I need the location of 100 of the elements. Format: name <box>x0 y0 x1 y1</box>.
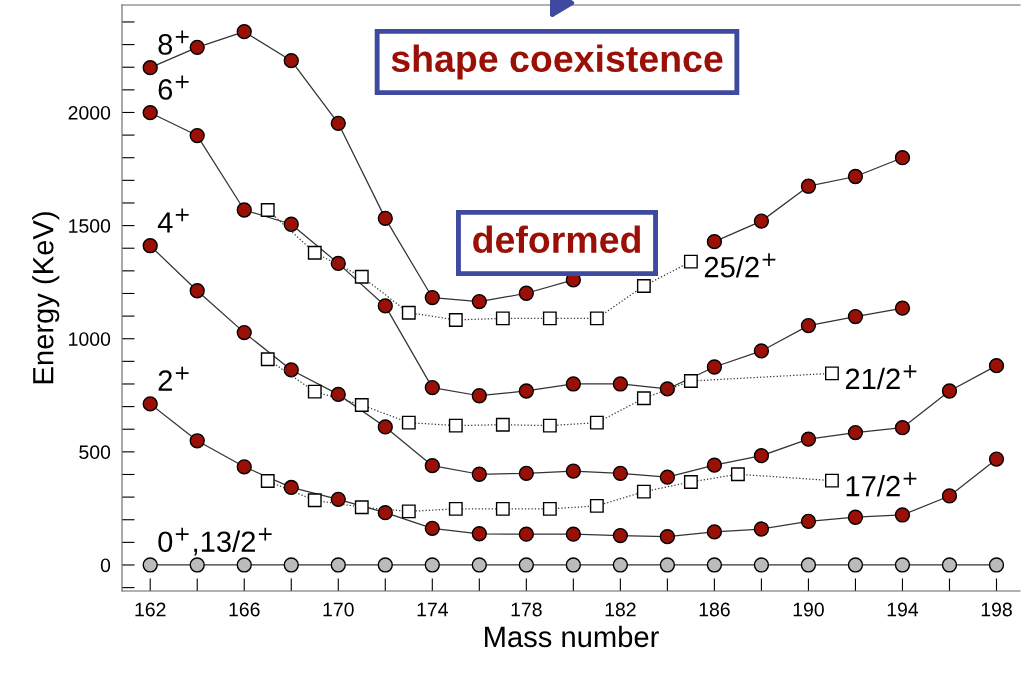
point <box>401 415 416 430</box>
point <box>189 557 205 573</box>
point <box>424 289 440 306</box>
x-tick-label: 198 <box>981 602 1012 617</box>
point <box>471 557 487 573</box>
point <box>800 431 817 447</box>
point <box>706 524 723 540</box>
point <box>448 418 463 433</box>
series-label: 0$^{+}$,13/2$^{+}$ <box>158 527 272 556</box>
point <box>307 493 322 508</box>
point <box>824 366 839 381</box>
point <box>542 501 557 516</box>
y-axis-title: Energy (KeV) <box>32 212 60 384</box>
point <box>659 469 676 485</box>
point <box>260 352 275 367</box>
point <box>636 279 651 293</box>
point <box>495 501 510 516</box>
point <box>518 383 534 399</box>
point <box>894 557 911 573</box>
x-tick-label: 170 <box>323 602 354 617</box>
point <box>518 285 534 301</box>
point <box>330 491 346 508</box>
point <box>636 484 651 499</box>
point <box>612 376 629 392</box>
point <box>847 557 864 573</box>
point <box>941 383 958 399</box>
point <box>847 168 864 185</box>
point <box>706 557 723 573</box>
point <box>612 527 629 544</box>
point <box>236 202 252 218</box>
point <box>424 379 440 396</box>
point <box>189 127 205 144</box>
x-tick-label: 174 <box>417 602 448 617</box>
point <box>894 300 911 316</box>
point <box>354 269 369 284</box>
point <box>448 313 463 327</box>
point <box>142 105 158 121</box>
point <box>894 150 911 166</box>
point <box>448 501 463 516</box>
series-label: 6$^{+}$ <box>158 75 189 100</box>
point <box>471 293 487 310</box>
point <box>495 311 510 326</box>
x-tick-label: 182 <box>605 602 636 617</box>
point <box>518 557 534 573</box>
series-label: 17/2$^{+}$ <box>846 472 917 497</box>
series-label: 2$^{+}$ <box>158 366 189 391</box>
annotation: deformed <box>473 225 640 254</box>
series-label: 8$^{+}$ <box>158 30 189 55</box>
x-tick-label: 162 <box>135 602 166 617</box>
point <box>800 317 817 334</box>
point <box>589 415 604 430</box>
point <box>565 463 581 479</box>
point <box>542 311 557 326</box>
point <box>753 448 770 464</box>
series-label: 4$^{+}$ <box>157 208 189 233</box>
point <box>800 513 817 529</box>
point <box>330 386 346 403</box>
point <box>377 557 393 573</box>
point <box>542 418 557 433</box>
annotation: shape coexistence <box>391 44 723 80</box>
point <box>142 396 158 412</box>
point <box>189 433 205 449</box>
point <box>683 475 698 489</box>
point <box>565 526 581 542</box>
point <box>377 210 393 226</box>
point <box>330 115 346 131</box>
point <box>988 451 1005 467</box>
point <box>142 557 158 573</box>
point <box>612 557 629 573</box>
point <box>753 343 770 359</box>
point <box>189 283 205 299</box>
point <box>377 505 393 521</box>
point <box>377 298 393 314</box>
x-tick-label: 178 <box>511 602 542 617</box>
point <box>565 376 581 392</box>
point <box>847 509 864 525</box>
point <box>636 391 651 406</box>
point <box>800 557 817 573</box>
point <box>189 39 205 55</box>
point <box>847 424 864 441</box>
series-label: 25/2$^{+}$ <box>704 253 776 278</box>
point <box>824 473 839 488</box>
point <box>401 504 416 519</box>
point <box>612 465 629 481</box>
point <box>236 24 252 40</box>
point <box>706 234 723 250</box>
point <box>753 213 770 229</box>
point <box>236 324 252 341</box>
x-tick-label: 190 <box>793 602 824 617</box>
point <box>706 457 723 473</box>
point <box>753 557 770 573</box>
point <box>354 398 369 412</box>
point <box>330 557 346 573</box>
point <box>894 507 911 523</box>
point <box>283 216 299 232</box>
y-tick-label: 500 <box>79 445 111 460</box>
point <box>424 557 440 573</box>
point <box>941 557 958 573</box>
point <box>354 500 369 515</box>
point <box>518 526 534 542</box>
